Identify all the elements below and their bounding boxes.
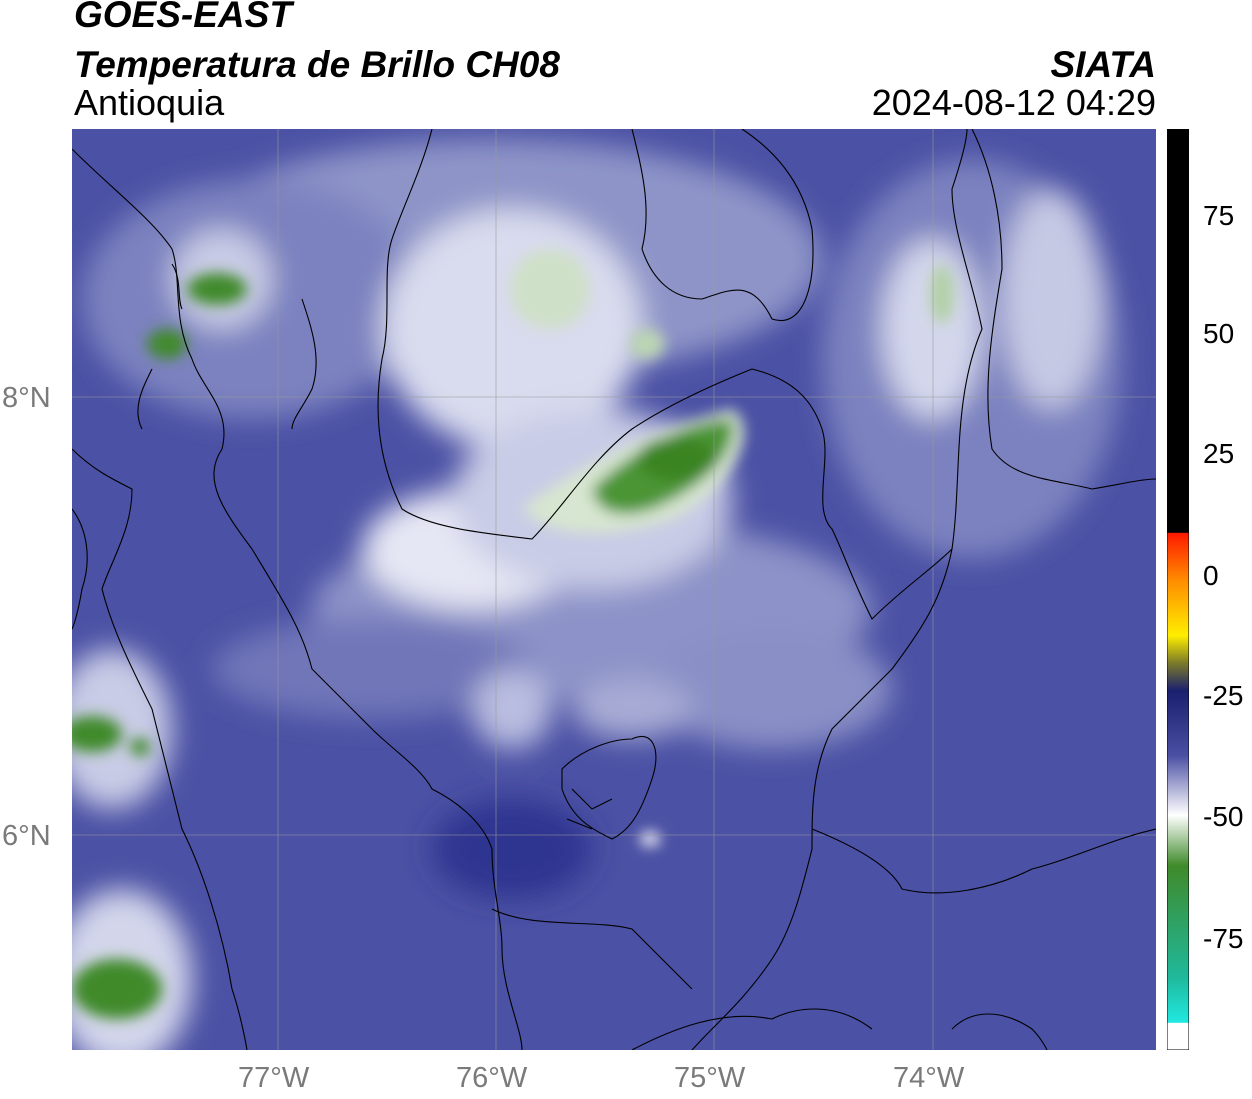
cloud-field [72, 139, 1122, 1050]
agency-label: SIATA [1050, 44, 1156, 85]
colorbar-label-neg50: -50 [1203, 801, 1244, 832]
cold-cloud-tops [72, 249, 954, 1019]
colorbar-label-neg25: -25 [1203, 680, 1244, 711]
region-label: Antioquia [74, 82, 225, 123]
lat-label-6n: 6°N [2, 820, 51, 852]
product-title: Temperatura de Brillo CH08 [74, 44, 560, 85]
colorbar-label-75: 75 [1203, 200, 1235, 231]
satellite-title: GOES-EAST [74, 0, 292, 35]
colorbar-label-neg75: -75 [1203, 923, 1244, 954]
boundary-lines [72, 129, 1156, 1050]
colorbar-label-50: 50 [1203, 318, 1235, 349]
lon-label-76w: 76°W [456, 1062, 528, 1094]
lon-label-75w: 75°W [674, 1062, 746, 1094]
brightness-temperature-map [72, 129, 1156, 1050]
colorbar [1167, 129, 1189, 1050]
colorbar-label-0: 0 [1203, 560, 1219, 591]
datetime-label: 2024-08-12 04:29 [871, 82, 1156, 123]
colorbar-gradient [1167, 129, 1189, 1050]
lon-label-74w: 74°W [893, 1062, 965, 1094]
lon-label-77w: 77°W [238, 1062, 310, 1094]
lat-label-8n: 8°N [2, 382, 51, 414]
colorbar-label-25: 25 [1203, 438, 1235, 469]
